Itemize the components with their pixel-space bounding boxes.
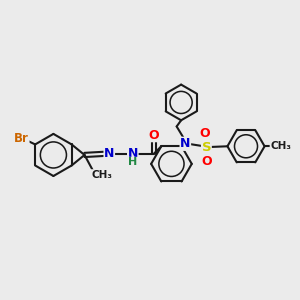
Text: S: S bbox=[202, 141, 211, 154]
Text: O: O bbox=[200, 128, 211, 140]
Text: N: N bbox=[180, 137, 190, 150]
Text: H: H bbox=[128, 158, 137, 167]
Text: Br: Br bbox=[14, 132, 29, 145]
Text: O: O bbox=[148, 129, 159, 142]
Text: CH₃: CH₃ bbox=[92, 170, 112, 180]
Text: CH₃: CH₃ bbox=[270, 141, 291, 151]
Text: N: N bbox=[104, 147, 115, 160]
Text: N: N bbox=[128, 147, 138, 160]
Text: O: O bbox=[201, 154, 212, 168]
